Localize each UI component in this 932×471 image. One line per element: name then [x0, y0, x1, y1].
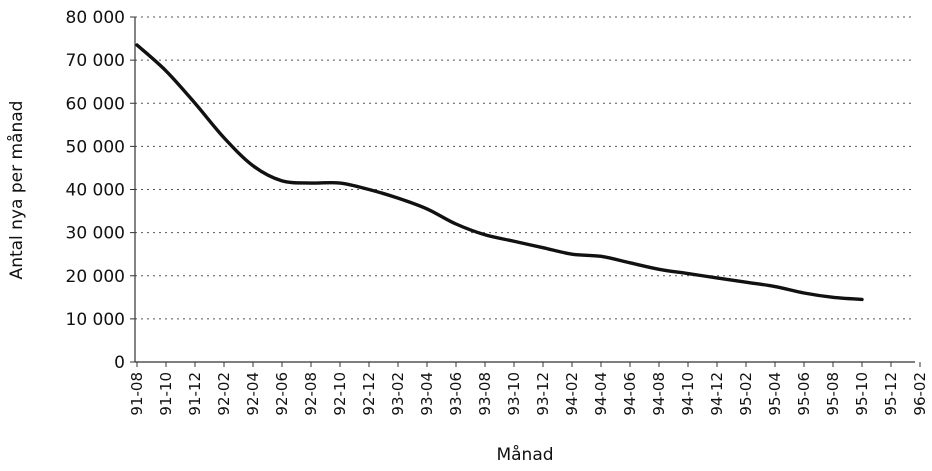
- y-tick-label: 80 000: [66, 8, 125, 28]
- x-tick-label: 93-06: [447, 372, 465, 416]
- x-tick-label: 95-08: [824, 372, 842, 416]
- x-axis-ticks: 91-08 91-10 91-12 92-02 92-04 92-06 92-08 92-10…: [128, 362, 929, 416]
- y-tick-label: 60 000: [66, 94, 125, 114]
- y-tick-label: 70 000: [66, 51, 125, 71]
- x-tick-label: 93-02: [389, 372, 407, 416]
- x-tick-label: 92-12: [360, 372, 378, 416]
- x-tick-label: 92-10: [331, 372, 349, 416]
- y-axis-ticks: 0 10 000 20 000 30 000 40 000 50 000 60 000 70 …: [66, 8, 135, 373]
- x-tick-label: 94-06: [621, 372, 639, 416]
- x-tick-label: 95-12: [882, 372, 900, 416]
- y-tick-label: 0: [114, 353, 125, 373]
- x-tick-label: 95-02: [737, 372, 755, 416]
- x-tick-label: 95-06: [795, 372, 813, 416]
- x-tick-label: 95-04: [766, 372, 784, 416]
- x-tick-label: 92-02: [215, 372, 233, 416]
- x-tick-label: 94-08: [650, 372, 668, 416]
- x-tick-label: 94-04: [592, 372, 610, 416]
- y-tick-label: 10 000: [66, 310, 125, 330]
- x-tick-label: 96-02: [911, 372, 929, 416]
- x-tick-label: 93-08: [476, 372, 494, 416]
- x-tick-label: 91-08: [128, 372, 146, 416]
- y-tick-label: 20 000: [66, 267, 125, 287]
- series-line: [135, 43, 864, 302]
- x-tick-label: 91-12: [186, 372, 204, 416]
- x-tick-label: 92-06: [273, 372, 291, 416]
- x-tick-label: 94-10: [679, 372, 697, 416]
- x-tick-label: 95-10: [853, 372, 871, 416]
- y-tick-label: 30 000: [66, 224, 125, 244]
- x-tick-label: 92-08: [302, 372, 320, 416]
- grid-lines: [135, 16, 915, 320]
- x-tick-label: 93-04: [418, 372, 436, 416]
- x-axis-title: Månad: [496, 444, 553, 465]
- x-tick-label: 93-12: [534, 372, 552, 416]
- x-tick-label: 94-12: [708, 372, 726, 416]
- y-axis-title: Antal nya per månad: [6, 101, 27, 280]
- y-tick-label: 40 000: [66, 181, 125, 201]
- x-tick-label: 91-10: [157, 372, 175, 416]
- x-tick-label: 92-04: [244, 372, 262, 416]
- x-tick-label: 94-02: [563, 372, 581, 416]
- y-tick-label: 50 000: [66, 137, 125, 157]
- x-tick-label: 93-10: [505, 372, 523, 416]
